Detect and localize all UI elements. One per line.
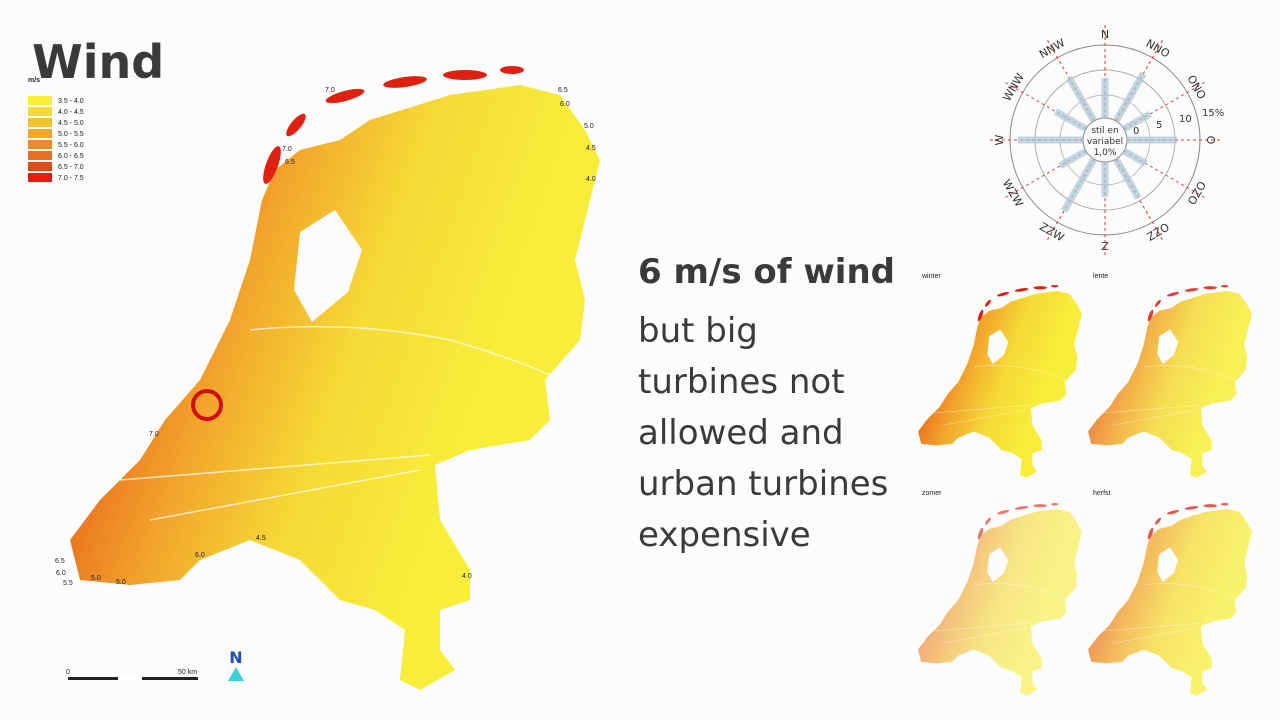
rose-spoke <box>1002 150 1087 200</box>
rose-center-label: stil en <box>1091 126 1118 136</box>
north-arrow-icon <box>228 667 244 681</box>
rose-direction: WZW <box>1000 177 1026 209</box>
body-line: allowed and <box>638 413 844 453</box>
legend-label: 5.5 - 6.0 <box>58 142 84 149</box>
rose-spoke <box>1115 158 1165 243</box>
contour-label: 6.0 <box>195 552 205 559</box>
body-text: but big turbines not allowed and urban turb… <box>638 311 888 555</box>
contour-label: 6.5 <box>558 87 568 94</box>
legend-swatch <box>28 118 52 127</box>
rose-bar <box>1065 75 1098 123</box>
rose-ring-label: 5 <box>1156 120 1162 131</box>
rose-bar <box>1112 157 1142 200</box>
location-marker <box>191 389 223 421</box>
body-line: but big <box>638 311 758 351</box>
wind-map <box>69 65 601 691</box>
legend-label: 6.5 - 7.0 <box>58 164 84 171</box>
scale-bar: 0 50 km <box>66 669 198 680</box>
contour-labels: 7.0 6.5 6.0 5.0 4.5 4.0 7.0 6.5 7.0 6.0 … <box>55 87 596 587</box>
rose-spoke <box>1123 150 1208 200</box>
rose-direction: WNW <box>1001 71 1027 104</box>
legend-label: 6.0 - 6.5 <box>58 153 84 160</box>
title: Wind <box>32 35 164 89</box>
season-maps: winter lente zomer herfst <box>917 273 1253 697</box>
body-line: turbines not <box>638 362 845 402</box>
legend-swatch <box>28 107 52 116</box>
legend-label: 5.0 - 5.5 <box>58 131 84 138</box>
season-label: zomer <box>922 490 942 497</box>
scale-label: 50 km <box>178 669 197 676</box>
rose-direction: N <box>1101 28 1109 41</box>
legend-swatch <box>28 140 52 149</box>
rose-direction: NNO <box>1144 37 1173 61</box>
rose-spoke <box>1002 80 1087 130</box>
season-label: winter <box>921 273 941 280</box>
contour-label: 5.0 <box>116 579 126 586</box>
contour-label: 7.0 <box>282 146 292 153</box>
rose-bar <box>1058 147 1088 170</box>
body-line: urban turbines <box>638 464 888 504</box>
scale-label: 0 <box>66 669 70 676</box>
contour-label: 4.0 <box>462 573 472 580</box>
rose-direction: ZZW <box>1037 220 1066 244</box>
rose-bar <box>1122 147 1148 167</box>
rose-direction: ONO <box>1184 73 1208 102</box>
rose-ring-label: 10 <box>1179 114 1192 125</box>
rose-bar <box>1060 157 1098 213</box>
legend-swatch <box>28 151 52 160</box>
body-line: expensive <box>638 515 811 555</box>
contour-label: 6.0 <box>560 101 570 108</box>
rose-direction: OZO <box>1185 179 1209 207</box>
rose-spoke <box>1123 80 1208 130</box>
contour-label: 4.5 <box>256 535 266 542</box>
season-label: herfst <box>1093 490 1111 497</box>
contour-label: 7.0 <box>149 431 159 438</box>
legend-swatch <box>28 96 52 105</box>
rose-center-label: variabel <box>1087 137 1123 147</box>
rose-ring-label: 0 <box>1133 126 1139 137</box>
contour-label: 6.5 <box>55 558 65 565</box>
rose-bar <box>1122 110 1152 133</box>
contour-label: 4.5 <box>586 145 596 152</box>
contour-label: 6.5 <box>285 159 295 166</box>
rose-direction: W <box>993 134 1006 145</box>
legend-swatch <box>28 173 52 182</box>
rose-center-label: 1,0% <box>1094 148 1117 158</box>
contour-label: 7.0 <box>325 87 335 94</box>
legend-label: 7.0 - 7.5 <box>58 175 84 182</box>
legend-label: 4.5 - 5.0 <box>58 120 84 127</box>
rose-bar <box>1053 108 1088 133</box>
rose-direction: NNW <box>1037 36 1067 61</box>
heading: 6 m/s of wind <box>638 252 895 292</box>
rose-bar <box>1112 71 1147 123</box>
legend-unit: m/s <box>28 77 40 84</box>
contour-label: 4.0 <box>586 176 596 183</box>
legend-label: 3.5 - 4.0 <box>58 98 84 105</box>
contour-label: 5.0 <box>91 575 101 582</box>
rose-ring-label: 15% <box>1202 108 1224 119</box>
legend-swatch <box>28 162 52 171</box>
legend: 3.5 - 4.0 4.0 - 4.5 4.5 - 5.0 5.0 - 5.5 5.5 … <box>28 96 84 182</box>
season-label: lente <box>1093 273 1108 280</box>
rose-direction: Z <box>1101 240 1109 253</box>
north-arrow: N <box>229 648 242 667</box>
contour-label: 5.0 <box>584 123 594 130</box>
rose-direction: O <box>1204 136 1217 145</box>
contour-label: 6.0 <box>56 570 66 577</box>
legend-swatch <box>28 129 52 138</box>
contour-label: 5.5 <box>63 580 73 587</box>
legend-label: 4.0 - 4.5 <box>58 109 84 116</box>
